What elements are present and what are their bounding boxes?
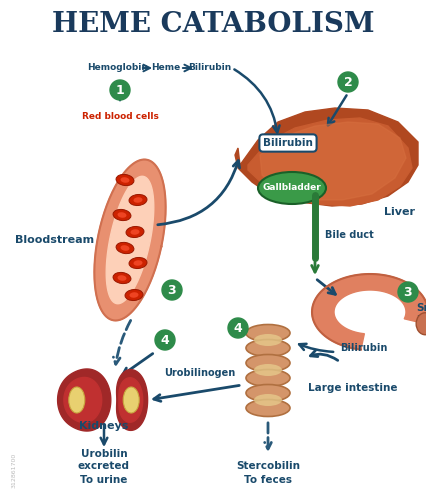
Text: Gallbladder: Gallbladder: [262, 184, 321, 192]
Polygon shape: [106, 176, 154, 304]
Ellipse shape: [129, 258, 147, 268]
Text: Small
intestine: Small intestine: [416, 303, 426, 325]
Circle shape: [162, 280, 182, 300]
Polygon shape: [64, 378, 102, 422]
Text: Liver: Liver: [384, 207, 415, 217]
Text: Urobilinogen: Urobilinogen: [164, 368, 236, 378]
Ellipse shape: [116, 174, 134, 186]
Polygon shape: [58, 369, 111, 431]
Circle shape: [228, 318, 248, 338]
Text: HEME CATABOLISM: HEME CATABOLISM: [52, 12, 374, 38]
Ellipse shape: [121, 245, 130, 251]
Ellipse shape: [254, 334, 282, 346]
Circle shape: [155, 330, 175, 350]
Ellipse shape: [133, 260, 142, 266]
Text: To feces: To feces: [244, 475, 292, 485]
Ellipse shape: [130, 292, 138, 298]
Text: Red blood cells: Red blood cells: [81, 112, 158, 121]
Text: 4: 4: [161, 334, 170, 346]
Ellipse shape: [246, 324, 290, 342]
Ellipse shape: [129, 194, 147, 205]
Ellipse shape: [258, 172, 326, 204]
Ellipse shape: [69, 387, 85, 413]
Ellipse shape: [246, 354, 290, 372]
Ellipse shape: [246, 384, 290, 402]
Circle shape: [398, 282, 418, 302]
Text: Bilirubin: Bilirubin: [188, 64, 232, 72]
Ellipse shape: [113, 210, 131, 220]
Ellipse shape: [254, 394, 282, 406]
Ellipse shape: [130, 229, 139, 235]
Text: 3: 3: [168, 284, 176, 296]
Text: Bilirubin: Bilirubin: [263, 138, 313, 148]
Ellipse shape: [121, 177, 130, 183]
Text: 1: 1: [115, 84, 124, 96]
Ellipse shape: [123, 387, 139, 413]
Ellipse shape: [118, 212, 127, 218]
Text: Hemoglobin: Hemoglobin: [88, 64, 148, 72]
Text: 2: 2: [344, 76, 352, 88]
Circle shape: [110, 80, 130, 100]
Ellipse shape: [246, 340, 290, 356]
Text: Bloodstream: Bloodstream: [15, 235, 95, 245]
Ellipse shape: [113, 272, 131, 283]
Ellipse shape: [126, 226, 144, 237]
Text: Heme: Heme: [151, 64, 181, 72]
Text: 312861700: 312861700: [12, 453, 17, 488]
Text: 4: 4: [233, 322, 242, 334]
Polygon shape: [248, 118, 412, 206]
Circle shape: [338, 72, 358, 92]
Text: Bile duct: Bile duct: [325, 230, 374, 240]
Polygon shape: [312, 274, 426, 349]
Text: Urobilin
excreted: Urobilin excreted: [78, 449, 130, 471]
Polygon shape: [119, 378, 143, 422]
Text: To urine: To urine: [81, 475, 128, 485]
Text: Stercobilin: Stercobilin: [236, 461, 300, 471]
Text: Kidneys: Kidneys: [79, 421, 129, 431]
Text: Bilirubin: Bilirubin: [340, 343, 387, 353]
Ellipse shape: [246, 400, 290, 416]
Ellipse shape: [416, 312, 426, 334]
Ellipse shape: [246, 370, 290, 386]
Ellipse shape: [116, 242, 134, 254]
Polygon shape: [235, 108, 418, 206]
Ellipse shape: [133, 197, 142, 203]
Ellipse shape: [125, 290, 143, 300]
Polygon shape: [260, 122, 406, 200]
Ellipse shape: [254, 364, 282, 376]
Text: Large intestine: Large intestine: [308, 383, 397, 393]
Polygon shape: [94, 160, 166, 320]
Polygon shape: [117, 370, 147, 430]
Ellipse shape: [118, 275, 127, 281]
Text: 3: 3: [404, 286, 412, 298]
